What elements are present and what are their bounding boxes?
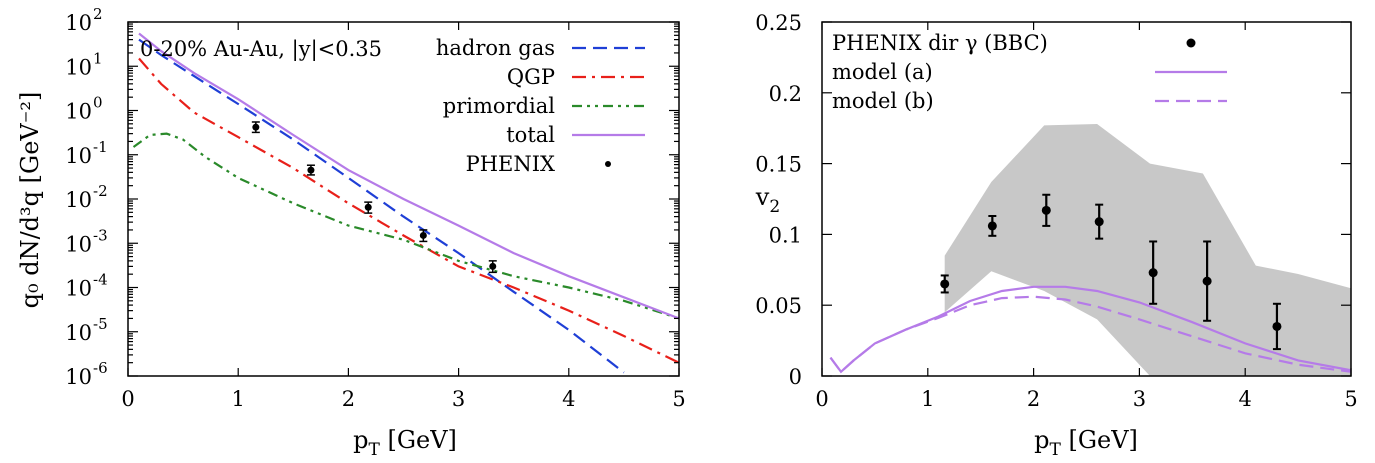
right-band-group — [944, 124, 1351, 376]
left-data-point — [307, 166, 315, 174]
left-y-tick-exponent: -6 — [93, 359, 108, 377]
right-ylabel-sub: 2 — [769, 197, 780, 217]
left-y-tick-exponent: -2 — [93, 182, 108, 200]
right-y-tick-label: 0.1 — [769, 223, 802, 247]
left-data-point — [364, 203, 372, 211]
left-y-tick-label: 10 — [65, 55, 92, 79]
right-data-point — [1272, 321, 1282, 331]
right-plot-frame — [821, 21, 1352, 377]
right-y-tick-label: 0.25 — [755, 11, 802, 35]
right-y-tick-label: 0 — [789, 365, 802, 389]
left-series-group — [132, 32, 679, 374]
right-points-group — [940, 193, 1282, 351]
right-ylabel: v2 — [755, 183, 780, 217]
left-y-tick-label: 10 — [65, 232, 92, 256]
left-y-tick-exponent: 1 — [93, 49, 103, 67]
left-legend-label: QGP — [507, 65, 555, 89]
right-uncertainty-band — [944, 124, 1351, 376]
right-xlabel-unit: [GeV] — [1061, 426, 1138, 454]
left-y-tick-label: 10 — [65, 144, 92, 168]
left-legend-label: primordial — [443, 94, 555, 118]
left-x-tick-label: 3 — [452, 387, 465, 411]
right-panel: 0 1 2 3 4 5 0 0.05 0.1 0.15 0.2 0.25 PHENIX dir γ (… — [755, 11, 1358, 460]
left-legend-label: PHENIX — [466, 152, 555, 176]
left-annotation: 0-20% Au-Au, |y|<0.35 — [140, 37, 382, 62]
left-series-line — [138, 57, 679, 364]
left-y-tick-label: 10 — [65, 277, 92, 301]
left-series-line — [132, 132, 679, 320]
left-ylabel-group: q₀ dN/d³q [GeV⁻²] — [16, 92, 44, 309]
right-data-point — [987, 221, 997, 231]
right-xlabel-sub: T — [1049, 440, 1061, 460]
left-legend-marker — [605, 161, 611, 167]
right-data-point — [940, 279, 950, 289]
left-points-group — [251, 121, 497, 274]
right-data-point — [1148, 268, 1158, 278]
right-x-tick-label: 2 — [1027, 387, 1040, 411]
right-x-tick-label: 0 — [815, 387, 828, 411]
left-y-tick-exponent: -5 — [93, 315, 108, 333]
left-y-tick-label: 10 — [65, 188, 92, 212]
right-data-point — [1202, 276, 1212, 286]
right-series-group — [829, 285, 1351, 374]
right-legend-marker — [1186, 38, 1196, 48]
right-y-tick-label: 0.2 — [769, 82, 802, 106]
left-series-line — [138, 38, 625, 374]
left-y-tick-label: 10 — [65, 365, 92, 389]
left-xlabel: pT [GeV] — [353, 426, 457, 460]
right-y-tick-label: 0.05 — [755, 294, 802, 318]
left-x-tick-label: 2 — [342, 387, 355, 411]
left-series-line — [138, 32, 679, 320]
left-y-tick-exponent: -1 — [93, 138, 108, 156]
right-y-tick-label: 0.15 — [755, 153, 802, 177]
left-y-tick-exponent: 2 — [93, 5, 103, 23]
right-legend-label: PHENIX dir γ (BBC) — [832, 31, 1048, 55]
right-x-tick-label: 1 — [921, 387, 934, 411]
left-y-tick-label: 10 — [65, 100, 92, 124]
right-ticks-group: 0 1 2 3 4 5 0 0.05 0.1 0.15 0.2 0.25 — [755, 11, 1357, 411]
right-xlabel-main: p — [1034, 426, 1049, 454]
right-series-line — [829, 295, 1351, 374]
left-data-point — [419, 231, 427, 239]
left-data-point — [489, 262, 497, 270]
right-x-tick-label: 3 — [1133, 387, 1146, 411]
left-y-tick-label: 10 — [65, 11, 92, 35]
right-legend-label: model (b) — [832, 89, 934, 113]
left-x-tick-label: 0 — [121, 387, 134, 411]
left-data-point — [252, 123, 260, 131]
right-data-point — [1041, 205, 1051, 215]
right-legend: PHENIX dir γ (BBC) model (a) model (b) — [832, 31, 1227, 113]
right-xlabel: pT [GeV] — [1034, 426, 1138, 460]
left-legend: hadron gas QGP primordial total PHENIX — [436, 36, 645, 176]
left-xlabel-sub: T — [368, 440, 380, 460]
left-y-tick-exponent: -3 — [93, 226, 108, 244]
right-legend-label: model (a) — [832, 60, 933, 84]
right-x-tick-label: 5 — [1344, 387, 1357, 411]
right-data-point — [1094, 217, 1104, 227]
right-x-tick-label: 4 — [1239, 387, 1252, 411]
left-xlabel-unit: [GeV] — [380, 426, 457, 454]
left-xlabel-main: p — [353, 426, 368, 454]
left-x-tick-label: 1 — [232, 387, 245, 411]
left-x-tick-label: 5 — [672, 387, 685, 411]
left-legend-label: total — [506, 123, 555, 147]
left-legend-label: hadron gas — [436, 36, 555, 60]
right-ylabel-main: v — [755, 183, 770, 211]
left-ylabel: q₀ dN/d³q [GeV⁻²] — [16, 92, 44, 309]
left-x-tick-label: 4 — [562, 387, 575, 411]
left-y-tick-label: 10 — [65, 321, 92, 345]
left-y-tick-exponent: -4 — [93, 271, 108, 289]
left-y-tick-exponent: 0 — [93, 94, 103, 112]
